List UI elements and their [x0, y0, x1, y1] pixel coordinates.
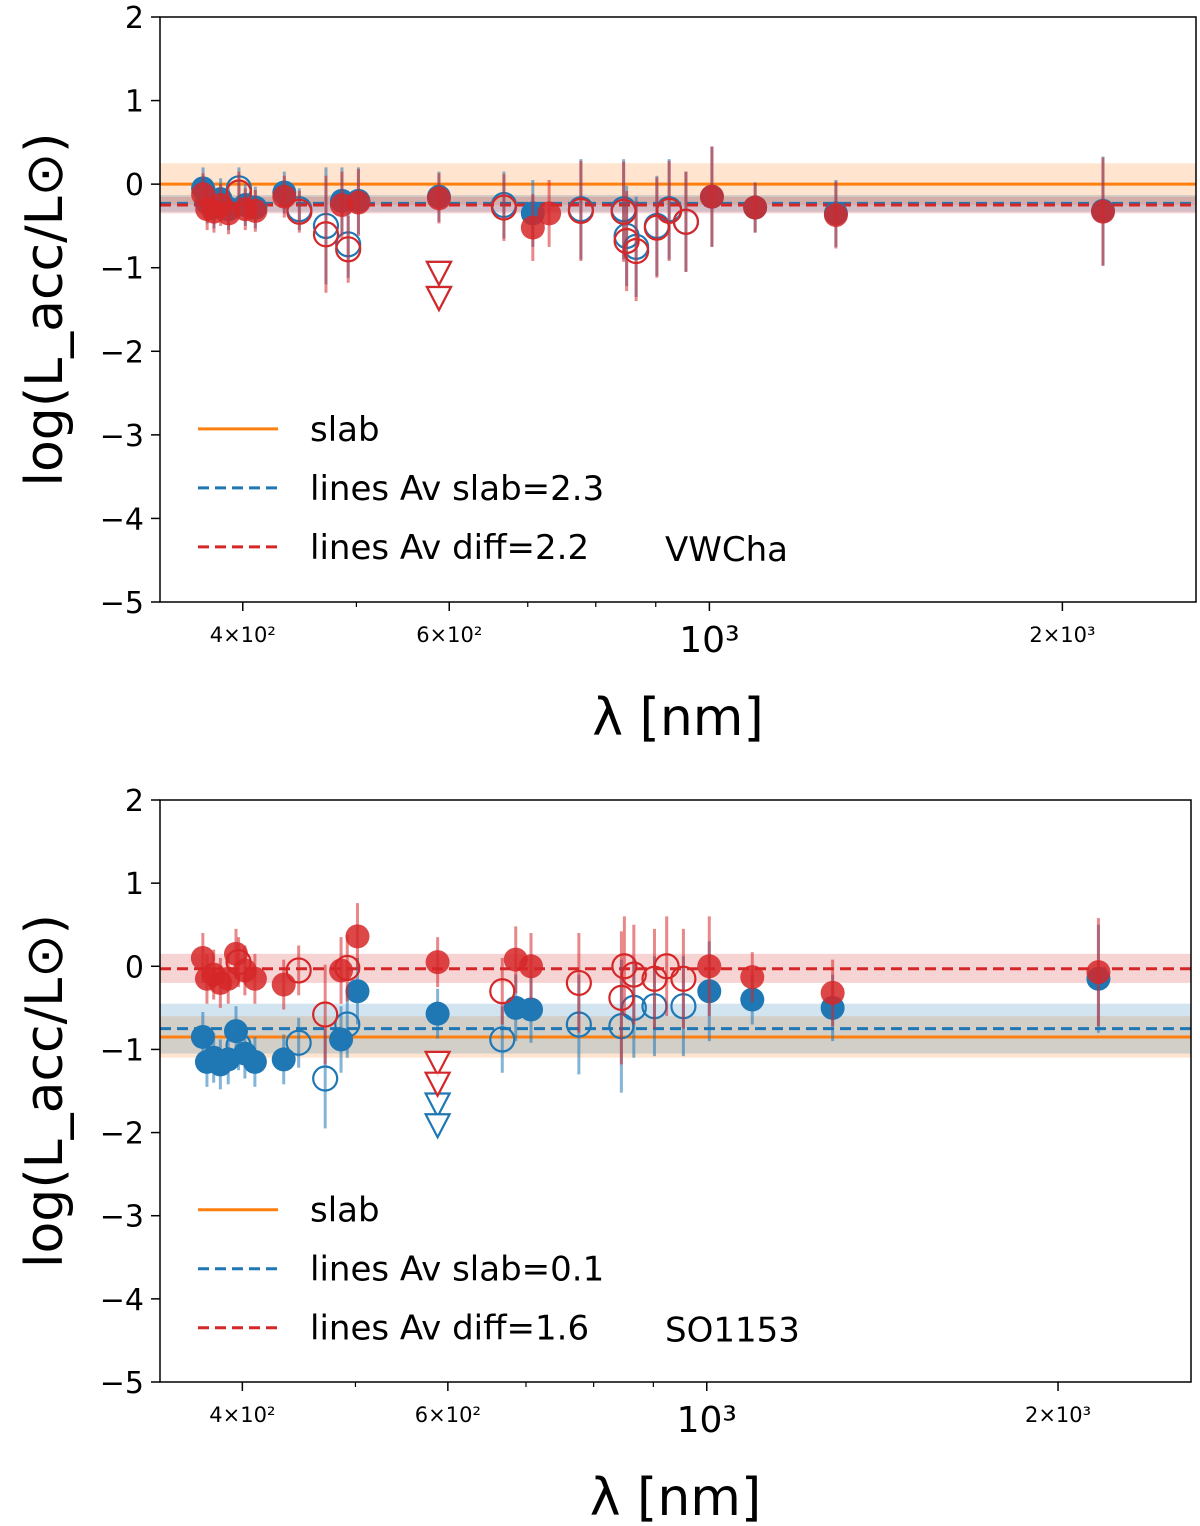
x-tick-label: 2×10³: [1025, 1403, 1091, 1427]
upper-limit-marker: [423, 1071, 452, 1099]
data-point: [190, 1024, 215, 1049]
data-point: [1086, 960, 1111, 985]
y-axis-label: log(L_acc/L⊙): [15, 133, 75, 487]
data-point: [271, 972, 296, 997]
data-point-open: [611, 953, 638, 980]
data-point-open: [567, 197, 595, 224]
x-axis-label: λ [nm]: [590, 1468, 762, 1522]
legend-label: lines Av slab=0.1: [310, 1250, 604, 1290]
x-tick-label: 4×10²: [210, 623, 276, 647]
x-tick-label: 2×10³: [1029, 623, 1095, 647]
data-point: [519, 954, 544, 979]
y-tick-label: −4: [100, 1283, 144, 1318]
y-tick-label: −2: [100, 1117, 144, 1152]
data-point: [520, 215, 545, 240]
legend-label: lines Av diff=2.2: [310, 528, 589, 568]
data-point: [697, 954, 722, 979]
data-series: [191, 146, 1115, 313]
data-point: [426, 186, 451, 211]
data-point-open: [670, 965, 697, 992]
data-point: [699, 184, 724, 209]
data-point-open: [623, 237, 650, 265]
data-point: [1090, 199, 1115, 224]
legend-label: lines Av diff=1.6: [310, 1309, 589, 1349]
star-name-annotation: SO1153: [665, 1311, 800, 1351]
legend-label: lines Av slab=2.3: [310, 469, 604, 509]
y-tick-label: 0: [125, 950, 144, 985]
data-point: [329, 1027, 354, 1052]
upper-limit-marker: [423, 1113, 452, 1140]
data-point: [272, 184, 297, 209]
y-tick-label: 2: [125, 784, 144, 819]
data-point: [242, 1049, 267, 1074]
x-tick-label: 6×10²: [415, 1403, 481, 1427]
y-tick-label: −5: [100, 1366, 144, 1401]
x-tick-label: 4×10²: [209, 1403, 275, 1427]
data-point: [345, 924, 370, 949]
star-name-annotation: VWCha: [665, 530, 788, 570]
data-point-open: [334, 954, 361, 982]
data-point: [345, 979, 370, 1004]
data-point-open: [613, 227, 640, 255]
data-point: [519, 997, 544, 1022]
data-point: [425, 1001, 450, 1026]
y-tick-label: −2: [100, 335, 144, 370]
y-tick-label: −4: [100, 502, 144, 537]
data-point-open: [285, 1029, 312, 1056]
chart-panel-vwcha: 2 1 0 −1 −2 −3 −4 −5 4×10² 6×10² 10³ 2×10³ λ [nm] log…: [15, 1, 1197, 748]
data-point-open: [672, 208, 700, 235]
data-point-open: [334, 1011, 361, 1038]
data-point-open: [565, 969, 592, 997]
y-axis-label: log(L_acc/L⊙): [15, 914, 75, 1268]
x-tick-label: 10³: [679, 620, 739, 661]
y-tick-label: 2: [125, 1, 144, 36]
upper-limit-marker: [425, 285, 453, 313]
legend-label: slab: [310, 410, 380, 450]
data-point-open: [312, 221, 340, 248]
data-point: [743, 195, 768, 220]
data-point: [823, 203, 848, 228]
data-point-open: [285, 957, 312, 984]
upper-limit-marker: [425, 260, 453, 288]
data-point: [242, 966, 267, 991]
data-point: [243, 198, 268, 223]
data-point-open: [312, 1065, 339, 1092]
upper-limit-marker: [423, 1050, 452, 1078]
data-point: [346, 190, 371, 215]
y-tick-label: −1: [100, 252, 144, 287]
data-point: [425, 950, 450, 975]
plot-frame: [159, 799, 1192, 1383]
y-tick-label: 0: [125, 168, 144, 203]
data-point: [820, 980, 845, 1005]
plot-area: [160, 903, 1191, 1140]
y-tick-label: −5: [100, 586, 144, 621]
data-point-open: [335, 236, 362, 263]
y-tick-label: −3: [100, 1200, 144, 1235]
data-point-open: [286, 198, 313, 225]
data-point: [740, 965, 765, 990]
data-point-open: [490, 194, 518, 221]
plot-area: [160, 146, 1196, 313]
plot-frame: [159, 16, 1197, 603]
y-tick-label: −1: [100, 1033, 144, 1068]
legend-label: slab: [310, 1191, 380, 1231]
chart-panel-so1153: 2 1 0 −1 −2 −3 −4 −5 4×10² 6×10² 10³ 2×10³ λ [nm] log…: [15, 784, 1192, 1526]
x-axis-label: λ [nm]: [592, 688, 764, 748]
y-tick-label: 1: [125, 85, 144, 120]
x-tick-label: 10³: [677, 1400, 737, 1441]
data-point-open: [620, 961, 647, 988]
x-tick-label: 6×10²: [416, 623, 482, 647]
data-point: [271, 1047, 296, 1072]
data-series: [190, 903, 1111, 1099]
y-tick-label: 1: [125, 867, 144, 902]
data-point-open: [653, 953, 680, 980]
y-tick-label: −3: [100, 419, 144, 454]
data-point-open: [312, 1001, 339, 1028]
data-point: [537, 201, 562, 226]
